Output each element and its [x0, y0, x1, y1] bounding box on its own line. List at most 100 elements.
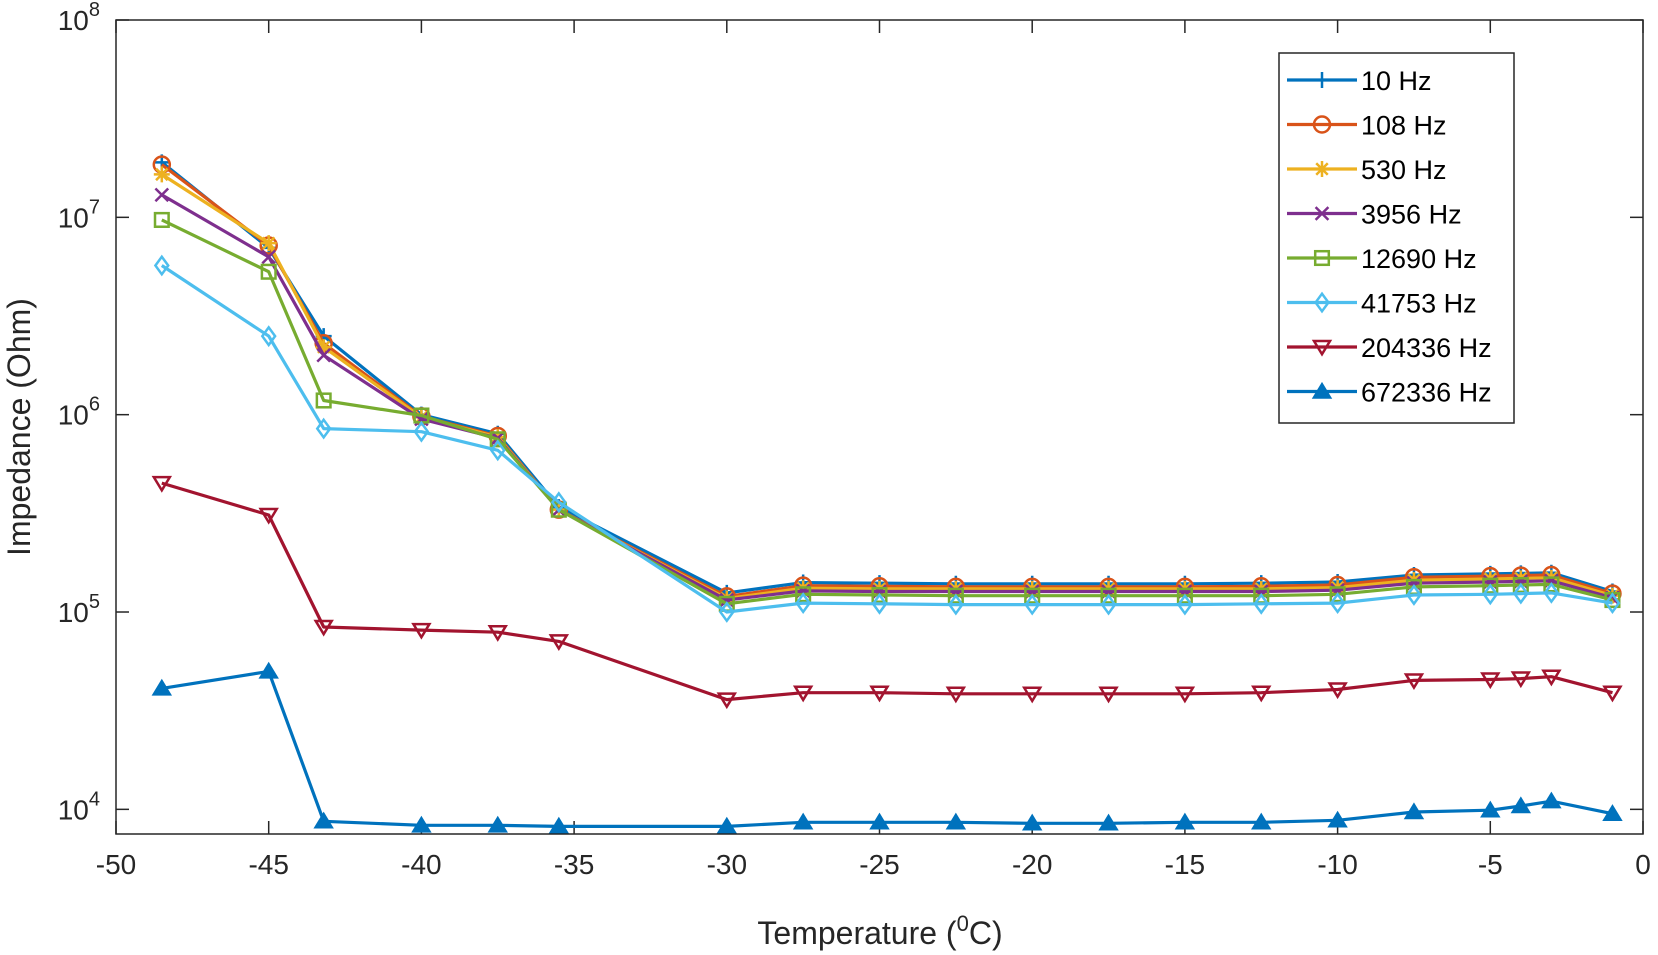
- data-marker: [258, 661, 279, 679]
- plot-frame: [115, 19, 1644, 835]
- legend-item: 108 Hz: [1287, 111, 1447, 141]
- data-marker: [315, 339, 332, 356]
- data-marker: [1541, 791, 1562, 809]
- x-tick-label: -40: [401, 849, 441, 880]
- x-tick-label: -5: [1478, 849, 1503, 880]
- x-axis-title: Temperature (0C): [757, 911, 1002, 951]
- data-marker: [489, 431, 506, 448]
- data-marker: [871, 586, 888, 604]
- series-line: [161, 218, 1613, 606]
- x-tick-labels: -50 -45 -40 -35 -30 -25 -20 -15 -10 -5 0: [96, 849, 1651, 880]
- data-marker: [947, 593, 964, 616]
- y-tick-exponent: 7: [89, 196, 100, 218]
- data-marker: [153, 166, 170, 183]
- data-marker: [1512, 582, 1529, 605]
- data-marker: [1403, 673, 1425, 691]
- data-marker: [1176, 593, 1193, 616]
- data-marker: [1100, 593, 1117, 616]
- data-marker: [1510, 796, 1532, 814]
- data-marker: [1329, 592, 1346, 614]
- data-marker: [260, 325, 277, 348]
- data-marker: [1541, 669, 1562, 687]
- data-marker: [550, 491, 567, 514]
- data-marker: [1098, 813, 1119, 831]
- data-marker: [1406, 584, 1422, 606]
- data-marker: [1098, 686, 1119, 704]
- x-tick-label: -50: [96, 849, 136, 880]
- y-tick-base: 10: [58, 202, 89, 233]
- x-tick-label: -45: [248, 849, 288, 880]
- data-marker: [716, 816, 738, 834]
- data-marker: [792, 685, 814, 703]
- data-marker: [792, 812, 814, 830]
- data-marker: [945, 686, 967, 704]
- x-tick-label: 0: [1635, 849, 1651, 880]
- data-marker: [1021, 813, 1043, 831]
- data-marker: [1100, 587, 1117, 604]
- legend-label: 672336 Hz: [1361, 378, 1492, 408]
- data-marker: [411, 815, 432, 833]
- y-tick-exponent: 6: [89, 394, 100, 416]
- data-marker: [313, 811, 334, 829]
- x-tick-label: -15: [1165, 849, 1205, 880]
- data-marker: [153, 211, 170, 228]
- data-marker: [316, 347, 331, 363]
- data-marker: [487, 815, 508, 833]
- y-tick-base: 10: [58, 400, 89, 431]
- data-marker: [1602, 685, 1623, 703]
- series-204336-hz: [151, 475, 1623, 710]
- data-marker: [1021, 686, 1043, 704]
- data-marker: [315, 417, 332, 440]
- data-marker: [260, 235, 277, 252]
- legend-item: 672336 Hz: [1287, 378, 1492, 408]
- data-marker: [154, 187, 170, 203]
- data-marker: [153, 254, 170, 277]
- data-marker: [411, 622, 432, 640]
- legend-label: 12690 Hz: [1361, 244, 1477, 274]
- legend-item: 3956 Hz: [1287, 200, 1462, 230]
- x-tick-label: -35: [554, 849, 594, 880]
- legend-label: 108 Hz: [1361, 111, 1447, 141]
- data-marker: [945, 812, 967, 830]
- data-marker: [1253, 592, 1270, 615]
- data-marker: [1174, 812, 1196, 830]
- data-marker: [1311, 339, 1333, 357]
- data-marker: [1314, 206, 1330, 221]
- legend-label: 10 Hz: [1361, 66, 1432, 96]
- data-marker: [1313, 249, 1331, 267]
- y-tick-exponent: 4: [89, 788, 100, 810]
- data-marker: [1314, 72, 1330, 88]
- data-marker: [313, 619, 334, 637]
- x-tick-label: -30: [707, 849, 747, 880]
- data-marker: [718, 601, 735, 623]
- legend-box: [1278, 52, 1515, 424]
- data-marker: [548, 816, 570, 834]
- legend-item: 204336 Hz: [1287, 333, 1492, 363]
- series-line: [161, 669, 1613, 829]
- data-marker: [1543, 576, 1560, 593]
- data-marker: [1482, 583, 1499, 606]
- y-tick-label: 104: [58, 788, 100, 825]
- data-marker: [1602, 804, 1623, 821]
- data-marker: [548, 634, 570, 651]
- y-tick-label: 106: [58, 394, 100, 431]
- data-marker: [1327, 810, 1348, 828]
- y-tick-label: 105: [58, 591, 100, 628]
- legend-label: 530 Hz: [1361, 155, 1447, 185]
- data-marker: [947, 587, 964, 604]
- series-672336-hz: [151, 661, 1623, 834]
- data-marker: [413, 420, 430, 443]
- data-marker: [1251, 812, 1272, 830]
- x-tick-label: -25: [859, 849, 899, 880]
- x-tick-label: -20: [1012, 849, 1052, 880]
- data-marker: [795, 592, 812, 614]
- data-marker: [795, 586, 812, 603]
- data-marker: [1482, 577, 1499, 594]
- y-tick-base: 10: [58, 597, 89, 628]
- data-marker: [1251, 685, 1272, 703]
- data-marker: [489, 439, 506, 462]
- series-layer: [151, 154, 1623, 834]
- legend-item: 530 Hz: [1287, 155, 1447, 185]
